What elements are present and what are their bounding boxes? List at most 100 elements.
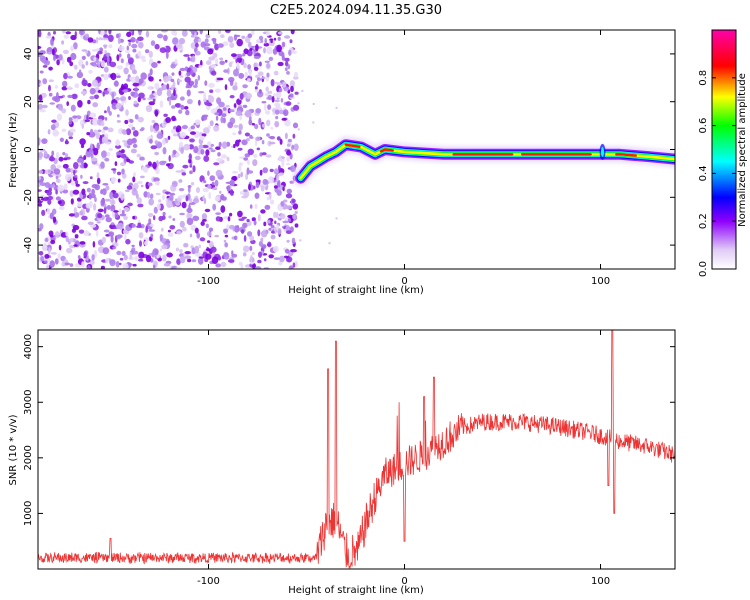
noise-speckle <box>200 59 203 67</box>
noise-speckle <box>138 55 146 60</box>
noise-speckle <box>54 96 61 103</box>
noise-speckle <box>138 251 145 259</box>
noise-speckle <box>92 79 98 87</box>
noise-speckle <box>179 249 183 254</box>
noise-speckle <box>190 125 195 130</box>
noise-speckle <box>140 184 144 188</box>
noise-speckle <box>285 224 290 232</box>
noise-speckle <box>102 130 105 134</box>
noise-speckle <box>42 65 48 68</box>
noise-speckle <box>272 48 278 55</box>
noise-speck <box>312 121 315 124</box>
noise-speckle <box>180 96 185 101</box>
noise-speckle <box>291 237 296 245</box>
noise-speckle <box>148 50 153 58</box>
noise-speckle <box>61 86 68 91</box>
y-tick-label: -40 <box>23 237 34 253</box>
noise-speckle <box>131 189 138 196</box>
noise-speckle <box>77 255 81 259</box>
noise-speckle <box>233 235 238 241</box>
noise-speckle <box>127 53 131 59</box>
noise-speckle <box>266 62 271 69</box>
noise-speckle <box>47 199 52 205</box>
noise-speckle <box>178 37 186 45</box>
noise-speckle <box>101 236 107 244</box>
noise-speckle <box>253 55 261 59</box>
noise-speckle <box>56 164 62 169</box>
noise-speckle <box>114 97 120 101</box>
noise-speckle <box>286 162 291 166</box>
noise-speckle <box>215 212 222 216</box>
y-tick-label: 3000 <box>23 390 34 415</box>
noise-speckle <box>86 114 89 123</box>
noise-speckle <box>172 133 179 137</box>
noise-speckle <box>214 179 219 187</box>
noise-speckle <box>282 186 285 192</box>
snr-x-label: Height of straight line (km) <box>288 585 424 596</box>
noise-speckle <box>73 238 76 243</box>
noise-speckle <box>113 210 119 213</box>
noise-speckle <box>185 109 190 116</box>
noise-speckle <box>235 139 240 147</box>
noise-speckle <box>233 107 236 111</box>
noise-speckle <box>70 167 74 174</box>
noise-speckle <box>41 209 46 216</box>
noise-speck <box>297 128 300 131</box>
noise-speckle <box>53 168 61 175</box>
noise-speckle <box>154 43 160 50</box>
noise-speckle <box>87 83 92 87</box>
noise-speckle <box>97 129 102 133</box>
noise-speckle <box>268 56 274 62</box>
y-tick-label: 1000 <box>23 501 34 526</box>
noise-speckle <box>187 185 192 188</box>
noise-speckle <box>64 153 69 158</box>
noise-speckle <box>211 181 215 186</box>
noise-speckle <box>226 156 230 162</box>
noise-speckle <box>137 50 142 57</box>
noise-speckle <box>105 52 111 57</box>
noise-speckle <box>167 232 174 237</box>
noise-speckle <box>65 231 69 237</box>
noise-speck <box>335 217 338 220</box>
noise-speckle <box>245 138 250 142</box>
noise-speckle <box>133 182 139 190</box>
noise-speckle <box>78 30 85 36</box>
spectral-ridge <box>292 136 675 187</box>
noise-speckle <box>121 209 125 215</box>
noise-speckle <box>132 176 136 183</box>
noise-speckle <box>149 223 154 227</box>
noise-speckle <box>108 44 113 49</box>
noise-speckle <box>241 216 247 219</box>
noise-speckle <box>95 162 99 166</box>
noise-speckle <box>284 119 291 127</box>
noise-speckle <box>41 244 48 252</box>
noise-speckle <box>125 128 132 136</box>
noise-speckle <box>48 247 51 254</box>
noise-speckle <box>243 48 249 55</box>
noise-speckle <box>205 253 212 260</box>
noise-speckle <box>278 172 284 176</box>
noise-speckle <box>267 241 272 248</box>
noise-speckle <box>104 30 108 33</box>
noise-speckle <box>190 181 195 186</box>
noise-speckle <box>161 138 166 146</box>
noise-speckle <box>290 165 296 173</box>
noise-speckle <box>220 34 225 39</box>
noise-speckle <box>276 211 279 219</box>
noise-speckle <box>161 215 166 220</box>
noise-speckle <box>73 244 78 247</box>
noise-speckle <box>194 227 199 234</box>
noise-speckle <box>100 189 104 194</box>
noise-speckle <box>279 255 285 263</box>
noise-speckle <box>260 230 268 238</box>
noise-speckle <box>207 125 211 129</box>
noise-speckle <box>194 119 201 126</box>
ridge-bump <box>601 146 604 157</box>
noise-speckle <box>157 60 161 64</box>
noise-speckle <box>88 131 96 138</box>
noise-speckle <box>61 40 64 45</box>
noise-speckle <box>73 42 78 50</box>
spectrogram-x-label: Height of straight line (km) <box>288 285 424 296</box>
noise-speckle <box>92 147 99 156</box>
